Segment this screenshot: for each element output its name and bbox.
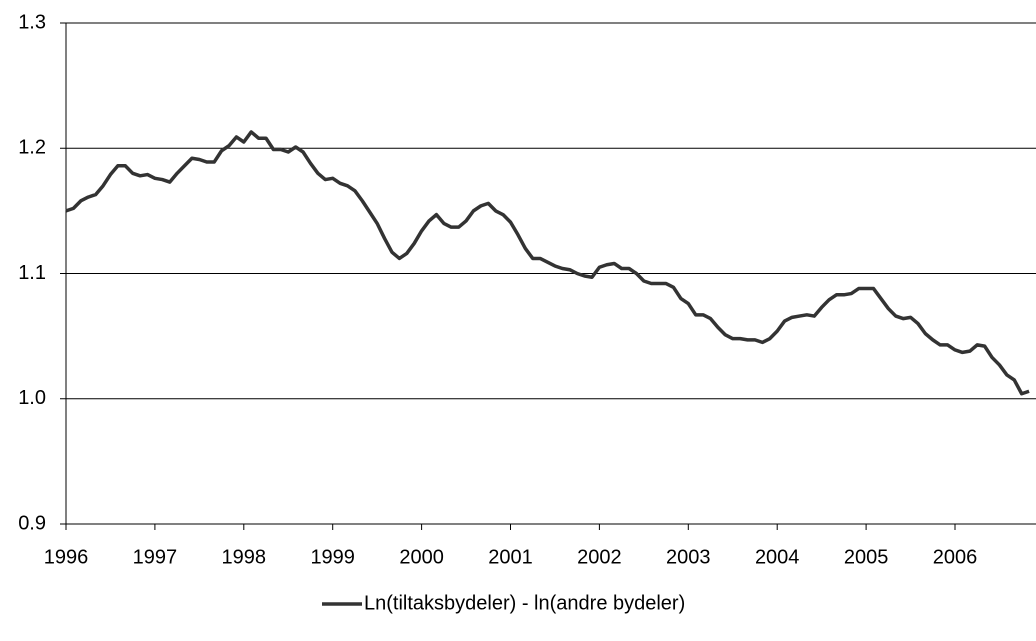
y-tick-label: 1.1 — [18, 262, 46, 284]
data-line — [65, 130, 1030, 396]
legend-label: Ln(tiltaksbydeler) - ln(andre bydeler) — [364, 592, 685, 614]
x-tick-label: 1998 — [222, 546, 267, 568]
y-tick-label: 1.0 — [18, 387, 46, 409]
x-tick-label: 2001 — [488, 546, 533, 568]
x-tick-label: 1999 — [310, 546, 355, 568]
y-tick-label: 0.9 — [18, 512, 46, 534]
x-tick-label: 1997 — [133, 546, 178, 568]
x-tick-label: 2003 — [666, 546, 711, 568]
y-tick-label: 1.2 — [18, 137, 46, 159]
x-tick-label: 2005 — [844, 546, 889, 568]
x-tick-label: 1996 — [44, 546, 89, 568]
y-tick-label: 1.3 — [18, 11, 46, 33]
x-tick-label: 2004 — [755, 546, 800, 568]
x-tick-label: 2006 — [933, 546, 978, 568]
x-tick-label: 2000 — [399, 546, 444, 568]
x-tick-label: 2002 — [577, 546, 622, 568]
